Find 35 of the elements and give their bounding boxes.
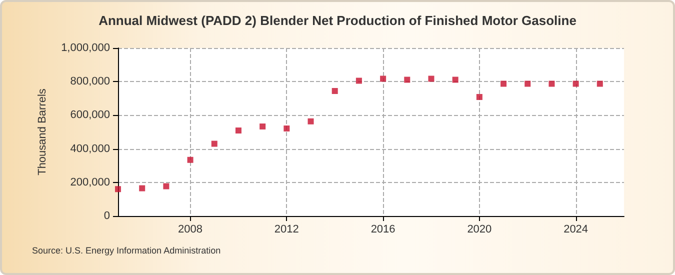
point xyxy=(380,76,386,82)
point xyxy=(548,80,555,87)
point xyxy=(211,140,218,147)
x-tick-label: 2024 xyxy=(564,224,588,236)
point xyxy=(260,123,266,130)
x-tick-label: 2012 xyxy=(274,224,299,236)
point xyxy=(284,125,290,132)
point xyxy=(404,76,410,83)
point xyxy=(524,80,531,87)
point xyxy=(235,127,242,134)
point xyxy=(596,80,603,87)
y-tick-label: 0 xyxy=(104,210,110,222)
x-tick-label: 2016 xyxy=(370,224,396,236)
y-tick-label: 400,000 xyxy=(70,142,110,155)
point xyxy=(428,76,434,82)
point xyxy=(452,76,458,83)
x-tick-label: 2008 xyxy=(178,224,203,236)
point xyxy=(163,183,170,190)
y-tick-label: 1,000,000 xyxy=(61,42,110,54)
y-axis-title: Thousand Barrels xyxy=(36,88,48,176)
point xyxy=(139,185,146,192)
y-tick-label: 600,000 xyxy=(70,109,110,122)
point xyxy=(476,94,482,100)
point xyxy=(115,186,121,192)
point xyxy=(308,118,314,124)
source-note: Source: U.S. Energy Information Administration xyxy=(32,246,221,256)
x-tick-label: 2020 xyxy=(467,224,492,236)
point xyxy=(332,88,338,94)
point xyxy=(500,80,507,87)
chart-title: Annual Midwest (PADD 2) Blender Net Production of Finished Motor Gasoline xyxy=(98,13,576,28)
y-tick-label: 200,000 xyxy=(70,176,110,188)
point xyxy=(187,156,194,163)
point xyxy=(572,80,579,87)
y-tick-label: 800,000 xyxy=(70,76,110,88)
point xyxy=(356,78,362,84)
